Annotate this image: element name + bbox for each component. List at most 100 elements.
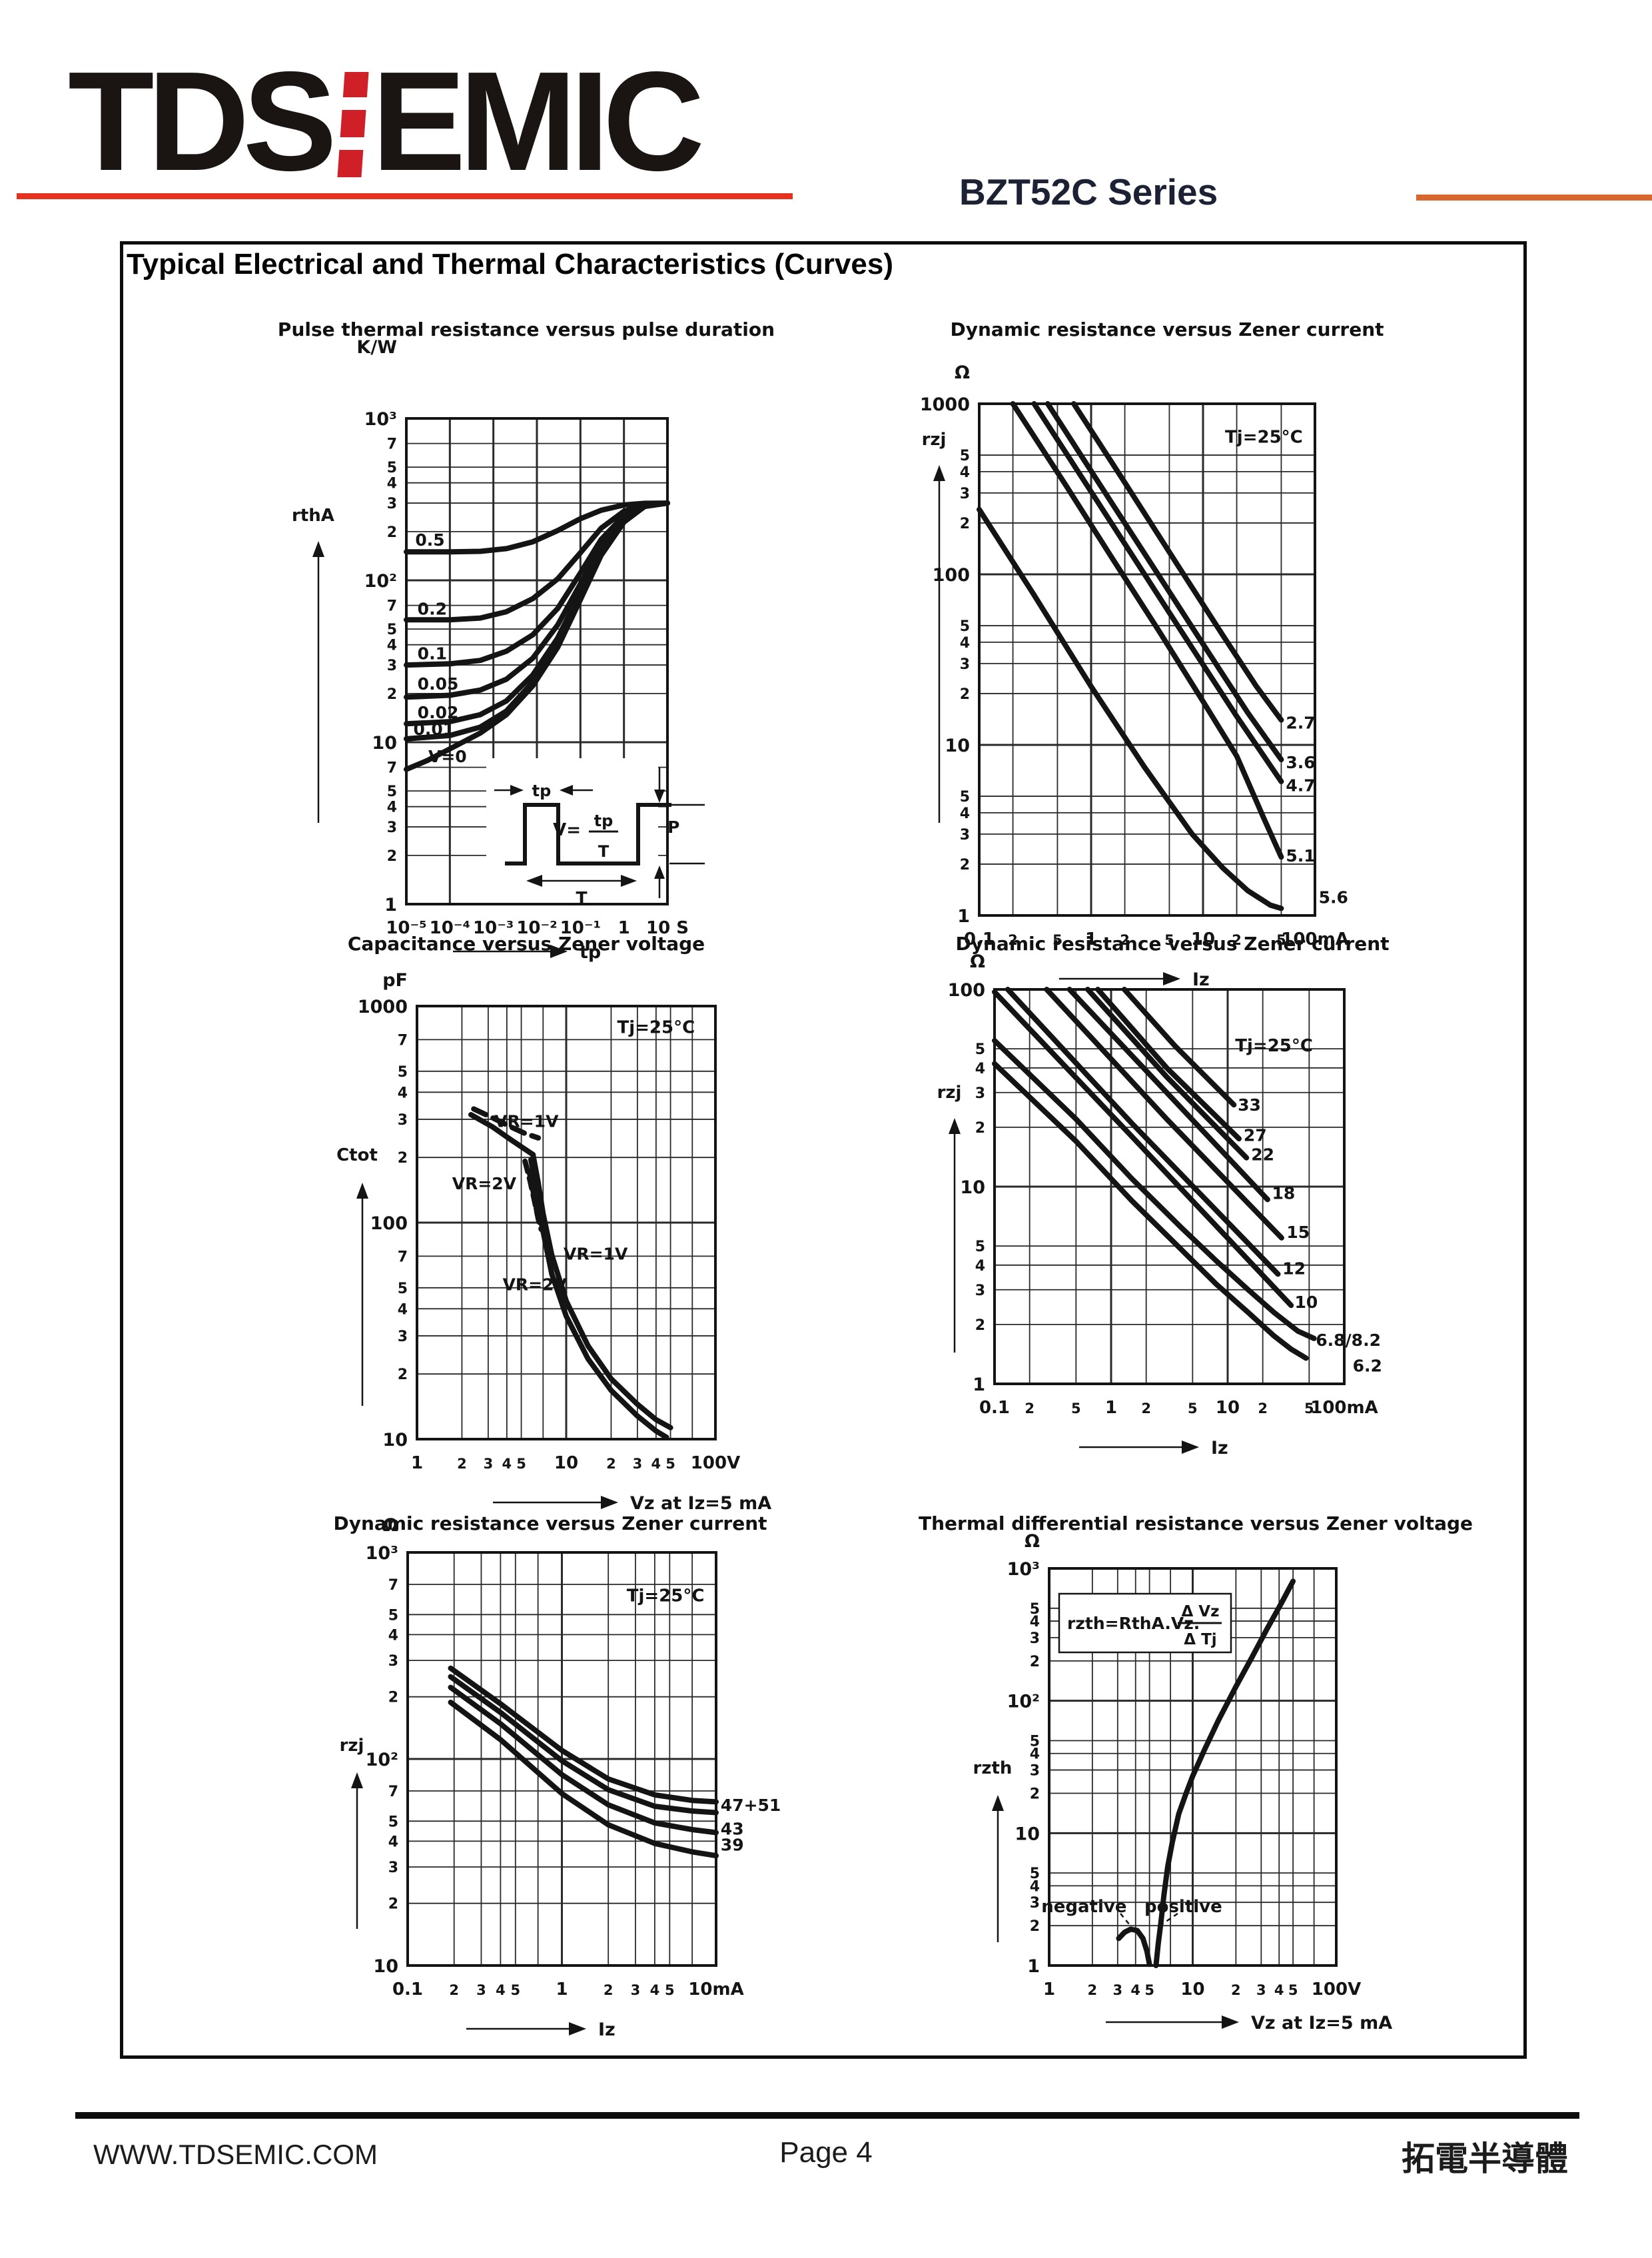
footer-company-chinese: 拓電半導體: [1402, 2139, 1568, 2178]
curve-label: 4.7: [1286, 776, 1315, 796]
y-tick-label: 5: [975, 1239, 985, 1255]
y-axis-arrowhead: [992, 1795, 1004, 1811]
plot-border: [405, 417, 669, 905]
x-axis-arrowhead: [550, 945, 568, 958]
y-tick-label: 10: [372, 733, 397, 754]
header-rule-right: [1416, 195, 1652, 201]
curve-10: [992, 989, 1294, 1309]
y-tick-label: 7: [388, 1577, 398, 1594]
y-axis-name: rzj: [922, 430, 947, 450]
footer-rule: [75, 2112, 1579, 2119]
curve-label: VR=2V: [503, 1275, 568, 1294]
y-tick-label: 3: [387, 820, 397, 836]
y-tick-label: 2: [388, 1690, 398, 1706]
curve-6.2: [992, 1061, 1309, 1361]
x-tick-label: 5: [1144, 1982, 1154, 1998]
x-tick-label: 3: [484, 1456, 494, 1472]
chart-svg-capacitance-vs-zener-voltage: VR=1VVR=2VVR=1VVR=2VTj=25°C1000754321007…: [336, 970, 771, 1514]
y-tick-label: 2: [387, 848, 397, 865]
y-axis-arrowhead: [351, 1772, 363, 1788]
curve-label: 15: [1286, 1223, 1310, 1242]
inset-tp-label: tp: [532, 782, 552, 800]
y-tick-label: 5: [387, 784, 397, 800]
y-axis-arrowhead: [933, 465, 945, 481]
plot-border: [978, 402, 1316, 917]
y-tick-label: 2: [387, 686, 397, 703]
x-tick-label: 100V: [691, 1453, 740, 1473]
x-tick-label: 2: [1008, 932, 1018, 948]
x-tick-label: 3: [633, 1456, 643, 1472]
x-tick-label: 2: [604, 1982, 614, 1998]
x-tick-label: 2: [606, 1456, 616, 1472]
y-tick-label: 2: [1030, 1918, 1040, 1935]
x-tick-label: 4: [502, 1456, 512, 1472]
annotation-label: Tj=25°C: [1235, 1036, 1313, 1056]
curve-label: VR=1V: [494, 1111, 559, 1131]
y-tick-label: 7: [387, 760, 397, 777]
y-tick-label: 3: [975, 1085, 985, 1102]
x-tick-label: 10⁻⁵: [386, 918, 426, 938]
logo-text-left: TDS: [68, 42, 337, 200]
chart-svg-dynamic-resistance-low-vz: 2.73.64.75.15.6Tj=25°C100054321005432105…: [920, 362, 1349, 990]
x-tick-label: 100mA: [1310, 1398, 1378, 1418]
x-axis-arrowhead: [569, 2022, 586, 2035]
curve-VR=2V upper: [468, 1112, 536, 1157]
chart-title-dynamic-low: Dynamic resistance versus Zener current: [950, 318, 1384, 340]
y-tick-label: 10: [960, 1177, 985, 1198]
chart-title-dynamic-mid: Dynamic resistance versus Zener current: [955, 933, 1390, 955]
plot-border: [993, 988, 1346, 1385]
y-tick-label: 1: [973, 1375, 985, 1395]
x-tick-label: 2: [1231, 1982, 1241, 1998]
y-tick-label: 2: [960, 516, 970, 532]
y-tick-label: 10³: [364, 409, 397, 430]
y-axis-name: rzj: [937, 1083, 962, 1103]
x-tick-label: 5: [516, 1456, 526, 1472]
x-tick-label: 5: [1052, 932, 1062, 948]
curve-label: 39: [721, 1836, 744, 1855]
curve-label: 27: [1244, 1125, 1267, 1145]
axis-unit-label: Ω: [383, 1515, 398, 1536]
x-tick-label: 3: [1256, 1982, 1266, 1998]
x-tick-label: 1: [618, 918, 630, 938]
y-tick-label: 7: [387, 436, 397, 453]
curve-label: 0.01: [414, 720, 455, 739]
x-tick-label: 2: [449, 1982, 459, 1998]
annotation-label: Tj=25°C: [627, 1586, 705, 1606]
curve-0.5: [404, 500, 670, 555]
x-tick-label: 10mA: [688, 1979, 743, 1999]
curve-label: 47+51: [721, 1796, 781, 1815]
y-tick-label: 2: [388, 1896, 398, 1913]
x-tick-label: 4: [651, 1456, 661, 1472]
y-tick-label: 10³: [366, 1543, 398, 1564]
plot-border: [406, 1551, 717, 1967]
annotation-label: Tj=25°C: [1225, 428, 1303, 448]
y-axis-name: rzj: [340, 1736, 364, 1756]
footer-page-number: Page 4: [779, 2136, 873, 2169]
y-tick-label: 5: [398, 1281, 408, 1297]
y-tick-label: 5: [388, 1814, 398, 1830]
x-tick-label: 4: [496, 1982, 506, 1998]
x-tick-label: 5: [1276, 932, 1286, 948]
y-tick-label: 3: [398, 1329, 408, 1345]
x-tick-label: 10⁻²: [516, 918, 557, 938]
chart-title-pulse-thermal: Pulse thermal resistance versus pulse du…: [277, 318, 775, 340]
leader-line: [1162, 1912, 1178, 1925]
header-rule-left: [17, 193, 793, 199]
x-tick-label: 0.1: [979, 1398, 1010, 1418]
inset-v-label: V=: [553, 820, 581, 840]
curve-3.6: [1044, 401, 1284, 763]
curve-27: [1095, 987, 1242, 1142]
y-tick-label: 5: [1030, 1601, 1040, 1618]
y-tick-label: 2: [1030, 1654, 1040, 1670]
y-tick-label: 5: [387, 622, 397, 638]
axis-unit-label: K/W: [356, 337, 397, 358]
curve-positive branch: [1153, 1578, 1296, 1968]
axis-unit-label: Ω: [970, 951, 985, 972]
axis-unit-label: Ω: [1025, 1531, 1040, 1552]
curve-33: [1121, 987, 1237, 1108]
y-tick-label: 4: [1030, 1878, 1040, 1895]
y-tick-label: 3: [398, 1112, 408, 1129]
curve-4.7: [1031, 401, 1284, 784]
y-tick-label: 100: [370, 1213, 408, 1234]
